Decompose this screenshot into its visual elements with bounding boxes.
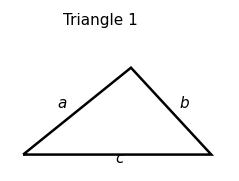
Text: a: a	[57, 96, 67, 111]
Text: Triangle 1: Triangle 1	[63, 13, 138, 28]
Text: b: b	[179, 96, 189, 111]
Text: c: c	[115, 151, 124, 166]
